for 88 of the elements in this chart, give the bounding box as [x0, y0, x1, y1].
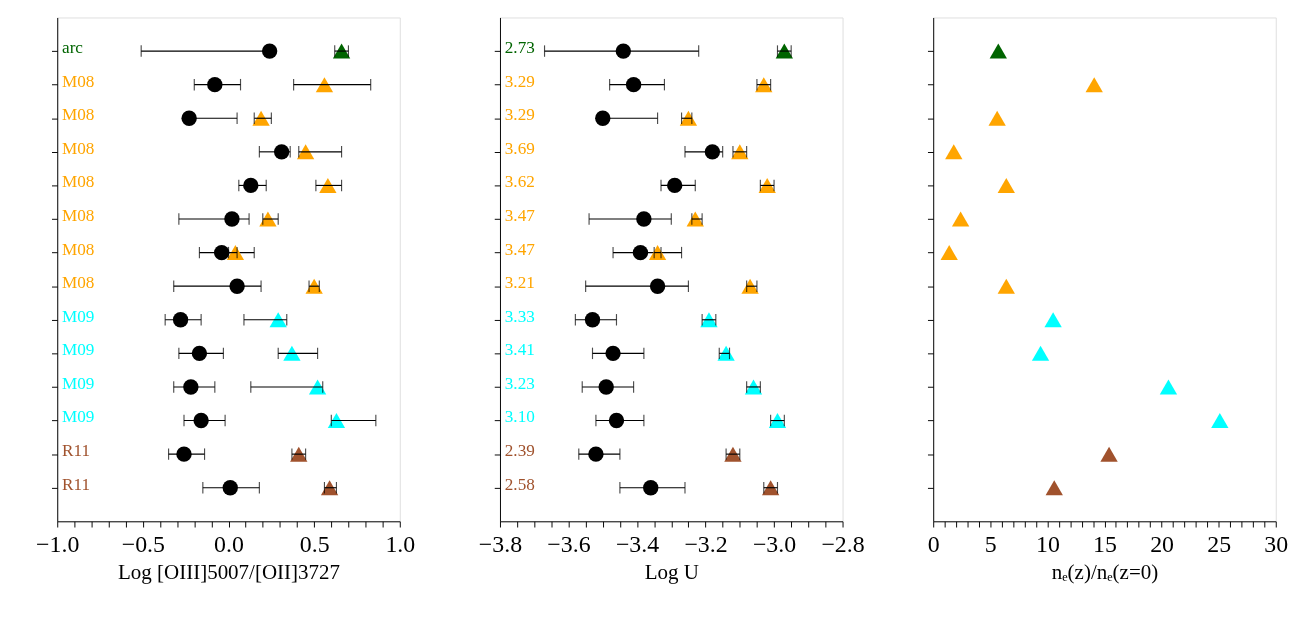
- point: [649, 278, 666, 294]
- x-tick-label: 0.5: [299, 531, 330, 558]
- x-tick-label: −1.0: [36, 531, 80, 558]
- x-tick-label: −3.6: [547, 531, 591, 558]
- category-label: M08: [62, 273, 95, 293]
- point: [296, 144, 315, 160]
- category-label: 3.10: [504, 407, 535, 427]
- category-label: M08: [62, 71, 95, 91]
- point: [989, 43, 1007, 59]
- category-label: R11: [62, 441, 90, 461]
- category-label: 3.33: [504, 306, 535, 326]
- point: [319, 177, 337, 193]
- x-tick-label: −3.0: [752, 531, 797, 558]
- x-tick-label: −3.2: [684, 531, 728, 558]
- point: [1211, 413, 1229, 429]
- category-label: M09: [62, 373, 95, 393]
- point: [1031, 345, 1050, 361]
- category-label: 3.47: [504, 205, 535, 225]
- point: [283, 345, 301, 361]
- x-tick-label: 10: [1035, 531, 1060, 558]
- point: [1045, 480, 1063, 496]
- category-label: 3.21: [504, 273, 535, 293]
- category-label: 2.39: [504, 441, 535, 461]
- category-label: 3.69: [504, 138, 535, 158]
- category-label: 3.29: [504, 105, 535, 125]
- x-tick-label: 1.0: [385, 531, 416, 558]
- x-tick-label: 5: [984, 531, 997, 558]
- category-label: M09: [62, 407, 95, 427]
- category-label: M08: [62, 138, 95, 158]
- point: [608, 412, 625, 429]
- point: [945, 144, 963, 160]
- x-tick-label: 30: [1264, 531, 1289, 558]
- point: [584, 312, 601, 328]
- point: [315, 77, 334, 93]
- point: [632, 244, 649, 261]
- point: [327, 413, 346, 429]
- x-axis-title: Log [OIII]5007/[OII]3727: [117, 560, 341, 585]
- x-tick-label: 0.0: [214, 531, 244, 558]
- category-label: 3.62: [504, 172, 535, 192]
- point: [643, 480, 659, 496]
- point: [181, 110, 197, 126]
- category-label: R11: [62, 474, 90, 494]
- point: [595, 110, 611, 126]
- category-label: M08: [62, 172, 95, 192]
- point: [704, 144, 721, 160]
- category-label: 3.29: [504, 71, 535, 91]
- point: [1100, 446, 1118, 462]
- point: [193, 412, 209, 429]
- point: [243, 177, 259, 194]
- category-label: M09: [62, 306, 95, 326]
- point: [172, 312, 189, 328]
- point: [191, 345, 208, 362]
- point: [997, 177, 1015, 193]
- point: [988, 110, 1006, 126]
- category-label: M08: [62, 205, 95, 225]
- point: [207, 76, 223, 93]
- point: [222, 480, 238, 496]
- x-tick-label: −3.8: [478, 531, 523, 558]
- x-tick-label: 0: [927, 531, 940, 558]
- x-axis-title: Log U: [644, 560, 699, 585]
- x-tick-label: 15: [1093, 531, 1117, 558]
- x-axis-title: nₑ(z)/nₑ(z=0): [1051, 560, 1159, 585]
- x-tick-label: −0.5: [121, 531, 165, 558]
- x-tick-label: 20: [1150, 531, 1175, 558]
- point: [273, 144, 290, 160]
- x-tick-label: −3.4: [615, 531, 660, 558]
- category-label: 3.47: [504, 239, 535, 259]
- point: [951, 211, 970, 227]
- point: [625, 76, 642, 93]
- point: [269, 312, 287, 328]
- category-label: 2.73: [504, 37, 535, 57]
- point: [213, 244, 230, 261]
- point: [1159, 379, 1178, 395]
- category-label: arc: [62, 37, 83, 57]
- point: [667, 177, 683, 194]
- point: [940, 245, 958, 261]
- category-label: M09: [62, 340, 95, 360]
- point: [1085, 77, 1103, 93]
- point: [997, 278, 1015, 294]
- point: [1044, 312, 1062, 328]
- category-label: M08: [62, 105, 95, 125]
- category-label: M08: [62, 239, 95, 259]
- point: [605, 345, 621, 362]
- x-tick-label: 25: [1207, 531, 1232, 558]
- x-tick-label: −2.8: [821, 531, 865, 558]
- category-label: 2.58: [504, 474, 535, 494]
- category-label: 3.41: [504, 340, 535, 360]
- category-label: 3.23: [504, 373, 535, 393]
